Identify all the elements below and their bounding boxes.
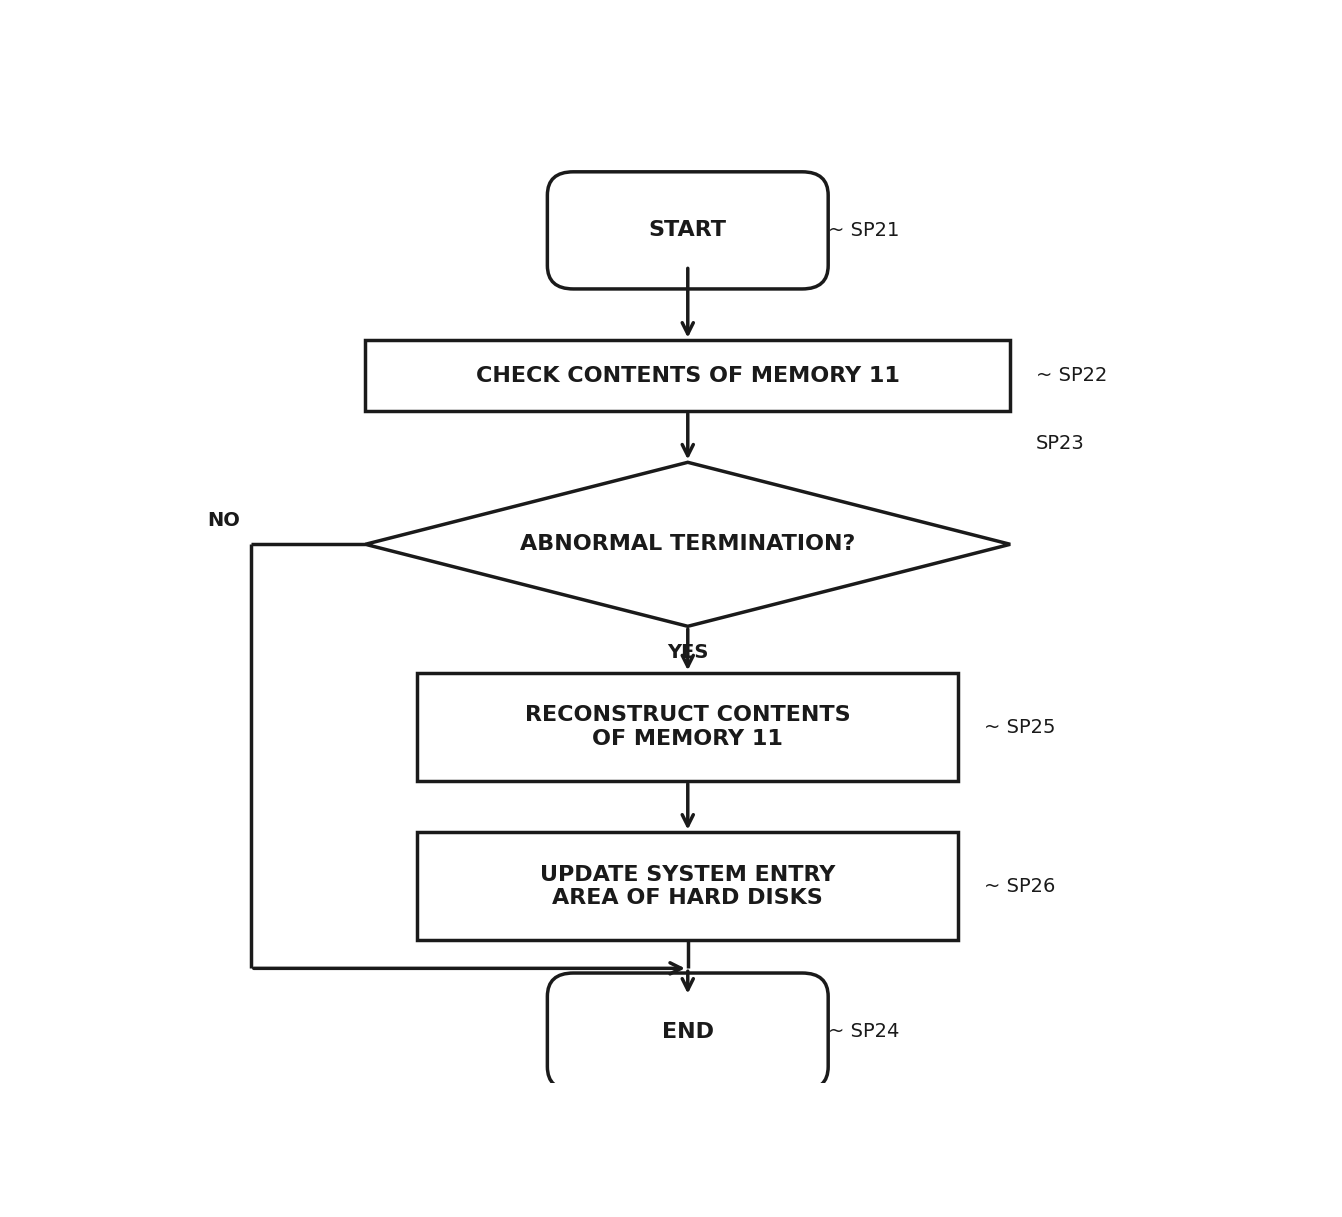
Bar — [365, 341, 1011, 411]
FancyBboxPatch shape — [548, 172, 828, 288]
Polygon shape — [365, 462, 1011, 627]
Text: UPDATE SYSTEM ENTRY
AREA OF HARD DISKS: UPDATE SYSTEM ENTRY AREA OF HARD DISKS — [539, 865, 836, 908]
Text: ~ SP26: ~ SP26 — [984, 876, 1056, 896]
FancyBboxPatch shape — [548, 974, 828, 1090]
Bar — [417, 832, 958, 941]
Text: ABNORMAL TERMINATION?: ABNORMAL TERMINATION? — [521, 534, 855, 554]
Text: YES: YES — [667, 643, 709, 662]
Text: CHECK CONTENTS OF MEMORY 11: CHECK CONTENTS OF MEMORY 11 — [476, 365, 899, 386]
Text: NO: NO — [208, 511, 240, 531]
Text: ~ SP25: ~ SP25 — [984, 718, 1056, 736]
Text: SP23: SP23 — [1036, 434, 1084, 453]
Bar — [417, 673, 958, 781]
Text: ~ SP22: ~ SP22 — [1036, 366, 1107, 385]
Text: ~ SP24: ~ SP24 — [828, 1022, 899, 1041]
Text: ~ SP21: ~ SP21 — [828, 220, 899, 240]
Text: RECONSTRUCT CONTENTS
OF MEMORY 11: RECONSTRUCT CONTENTS OF MEMORY 11 — [525, 706, 851, 748]
Text: END: END — [662, 1021, 714, 1042]
Text: START: START — [648, 220, 727, 241]
